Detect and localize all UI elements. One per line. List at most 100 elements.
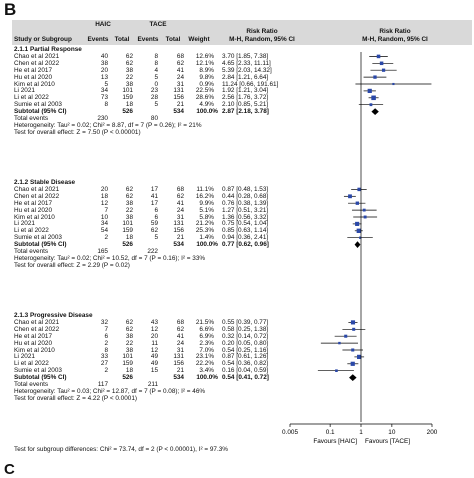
study-point — [348, 194, 352, 199]
subtotal-diamond — [371, 108, 379, 115]
study-weight: 25.3% — [195, 227, 214, 235]
study-point — [355, 201, 359, 205]
total-tace: 21 — [176, 101, 184, 109]
total-haic: 22 — [125, 73, 133, 81]
overall-effect-text: Test for overall effect: Z = 2.29 (P = 0… — [14, 261, 130, 269]
total-tace: 156 — [173, 227, 184, 235]
total-haic: 38 — [125, 80, 133, 88]
subgroup-difference-test: Test for subgroup differences: Chi² = 73… — [14, 446, 228, 453]
study-weight: 12.6% — [195, 52, 214, 60]
total-haic: 62 — [125, 192, 133, 200]
study-point — [362, 208, 366, 212]
events-haic: 12 — [100, 199, 108, 207]
study-point — [392, 82, 395, 86]
subtotal-weight: 100.0% — [196, 108, 218, 116]
events-haic: 20 — [100, 185, 108, 193]
total-tace: 68 — [176, 185, 184, 193]
study-name: Chao et al 2021 — [14, 185, 60, 193]
study-name: Chen et al 2022 — [14, 192, 60, 200]
total-tace: 31 — [176, 346, 184, 354]
study-name: Sumie et al 2003 — [14, 367, 62, 375]
study-name: He et al 2017 — [14, 332, 53, 340]
study-weight: 21.5% — [195, 318, 214, 326]
study-point — [338, 341, 341, 345]
events-tace: 8 — [154, 52, 158, 60]
x-tick-label: 0.1 — [326, 429, 335, 436]
subtotal-total-tace: 534 — [173, 108, 184, 116]
study-risk-ratio-ci: 2.10 [0.85, 5.21] — [222, 101, 269, 109]
events-tace: 4 — [154, 66, 158, 74]
total-events-haic: 230 — [97, 115, 108, 122]
subtotal-label: Subtotal (95% CI) — [14, 241, 67, 249]
total-haic: 159 — [122, 227, 133, 235]
x-tick-label: 0.005 — [282, 429, 298, 436]
events-haic: 54 — [100, 227, 108, 235]
next-panel-label: C — [4, 461, 15, 478]
events-tace: 12 — [150, 325, 158, 333]
study-point — [350, 320, 356, 325]
study-weight: 22.5% — [195, 87, 214, 95]
events-haic: 13 — [100, 73, 108, 81]
total-tace: 21 — [176, 367, 184, 375]
study-risk-ratio-ci: 0.85 [0.63, 1.14] — [222, 227, 269, 235]
header-col-events2: Events — [137, 36, 159, 43]
study-risk-ratio-ci: 0.94 [0.36, 2.41] — [222, 234, 269, 242]
subtotal-total-tace: 534 — [173, 374, 184, 382]
study-name: Li et al 2022 — [14, 227, 49, 235]
study-point — [350, 361, 355, 366]
total-haic: 159 — [122, 94, 133, 102]
subtotal-weight: 100.0% — [196, 241, 218, 249]
total-haic: 62 — [125, 59, 133, 67]
events-tace: 28 — [150, 94, 158, 102]
study-name: Li 2021 — [14, 87, 35, 95]
study-risk-ratio-ci: 0.32 [0.14, 0.72] — [222, 332, 269, 340]
events-tace: 59 — [150, 220, 158, 228]
table-header-background — [12, 20, 472, 45]
total-events-label: Total events — [14, 115, 49, 122]
total-tace: 62 — [176, 325, 184, 333]
header-group2: TACE — [149, 21, 167, 28]
study-weight: 11.1% — [196, 185, 214, 193]
study-risk-ratio-ci: 11.24 [0.66, 191.61] — [222, 80, 279, 88]
events-haic: 33 — [100, 353, 108, 361]
study-weight: 1.4% — [199, 234, 214, 242]
events-tace: 43 — [150, 318, 158, 326]
study-weight: 6.6% — [199, 325, 214, 333]
study-risk-ratio-ci: 0.75 [0.54, 1.04] — [222, 220, 269, 228]
study-name: Chen et al 2022 — [14, 59, 60, 67]
events-tace: 17 — [150, 185, 158, 193]
total-haic: 101 — [122, 353, 133, 361]
subgroup-title: 2.1.3 Progressive Disease — [14, 312, 93, 319]
study-point — [359, 236, 362, 239]
total-haic: 62 — [125, 185, 133, 193]
events-haic: 8 — [104, 346, 108, 354]
header-effect-method: M-H, Random, 95% CI — [229, 36, 295, 43]
subtotal-weight: 100.0% — [196, 374, 218, 382]
study-risk-ratio-ci: 0.76 [0.38, 1.39] — [222, 199, 269, 207]
header-col-events1: Events — [87, 36, 109, 43]
study-point — [376, 54, 381, 59]
events-tace: 12 — [150, 346, 158, 354]
total-events-tace: 222 — [147, 248, 158, 255]
study-point — [381, 68, 386, 72]
events-haic: 32 — [100, 318, 108, 326]
events-haic: 2 — [104, 234, 108, 242]
events-haic: 20 — [100, 66, 108, 74]
study-name: Kim et al 2010 — [14, 346, 55, 354]
study-risk-ratio-ci: 2.56 [1.76, 3.72] — [222, 94, 269, 102]
events-haic: 34 — [100, 87, 108, 95]
events-tace: 6 — [154, 213, 158, 221]
total-haic: 101 — [122, 87, 133, 95]
events-tace: 23 — [150, 87, 158, 95]
study-risk-ratio-ci: 0.16 [0.04, 0.59] — [222, 367, 269, 375]
total-haic: 22 — [125, 339, 133, 347]
heterogeneity-text: Heterogeneity: Tau² = 0.02; Chi² = 8.87,… — [14, 121, 202, 129]
study-risk-ratio-ci: 0.44 [0.28, 0.68] — [222, 192, 269, 200]
study-weight: 5.8% — [199, 213, 214, 221]
events-haic: 2 — [104, 339, 108, 347]
events-tace: 49 — [150, 360, 158, 368]
total-tace: 62 — [176, 192, 184, 200]
study-name: Kim et al 2010 — [14, 80, 55, 88]
events-tace: 5 — [154, 73, 158, 81]
events-tace: 20 — [150, 332, 158, 340]
